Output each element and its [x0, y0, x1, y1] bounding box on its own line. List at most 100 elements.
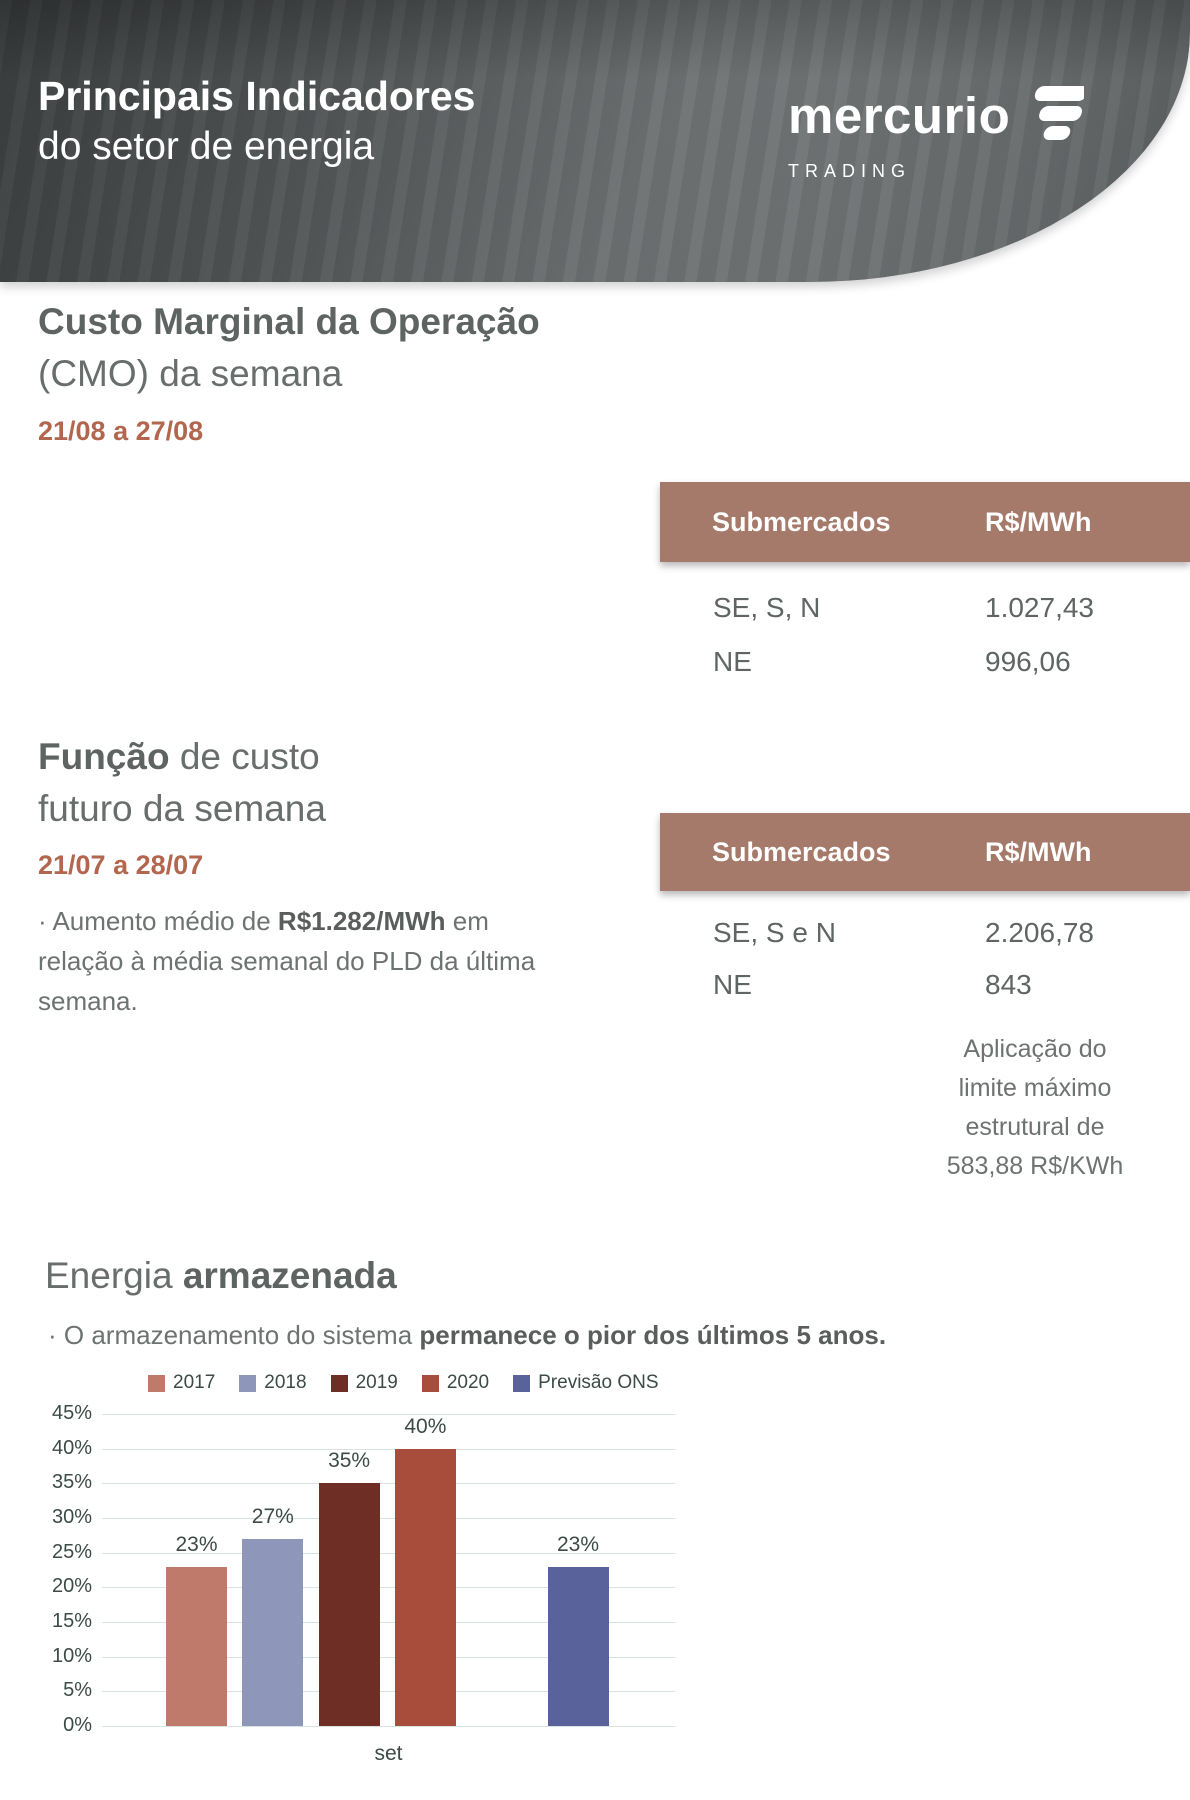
legend-item-Previsão ONS: Previsão ONS: [513, 1372, 659, 1394]
chart-legend: 2017 2018 2019 2020 Previsão ONS: [148, 1372, 659, 1394]
note-line: 583,88 R$/KWh: [946, 1152, 1124, 1180]
y-axis-tick: 20%: [51, 1575, 92, 1598]
cmo-row1-submercado: SE, S, N: [713, 592, 821, 623]
legend-item-2018: 2018: [239, 1372, 307, 1394]
energia-armazenada-chart: 2017 2018 2019 2020 Previsão ONS 0% 5% 10% 15% 2…: [40, 1372, 760, 1797]
cmo-period: 21/08 a 27/08: [38, 416, 204, 446]
page-title-line1: Principais Indicadores: [38, 73, 476, 119]
brand-logo: mercurio TRADING: [788, 86, 1088, 182]
page-title-line2: do setor de energia: [38, 125, 375, 169]
legend-label: 2017: [173, 1372, 216, 1393]
legend-swatch-icon: [148, 1374, 165, 1392]
energia-bullet: · O armazenamento do sistema permanece o…: [48, 1315, 1158, 1355]
gridline: [102, 1483, 675, 1485]
cmo-row2-submercado: NE: [713, 646, 752, 677]
legend-swatch-icon: [421, 1374, 439, 1392]
page-title: Principais Indicadores do setor de energ…: [38, 70, 476, 172]
dam-photo-background: [0, 0, 1190, 282]
cmo-title-rest: (CMO) da semana: [38, 353, 343, 394]
y-axis-tick: 40%: [51, 1436, 92, 1459]
gridline: [102, 1726, 675, 1727]
table-row: NE 996,06: [660, 646, 1190, 678]
y-axis-tick: 30%: [51, 1506, 92, 1528]
bar-2018: [242, 1538, 304, 1726]
funcao-period: 21/07 a 28/07: [38, 850, 204, 880]
legend-label: 2020: [446, 1372, 490, 1393]
funcao-bullet-bold: R$1.282/MWh: [277, 906, 446, 936]
legend-item-2017: 2017: [148, 1372, 215, 1394]
bar-value-label: 23%: [175, 1532, 218, 1556]
funcao-title-rest: de custo: [169, 736, 320, 777]
bar-2017: [166, 1566, 227, 1726]
funcao-row1-valor: 2.206,78: [985, 917, 1094, 948]
cmo-table-header: Submercados R$/MWh: [660, 482, 1190, 562]
bar-value-label: 23%: [556, 1532, 600, 1556]
energia-title-regular: Energia: [45, 1255, 183, 1296]
legend-swatch-icon: [239, 1374, 257, 1392]
table-row: NE 843: [660, 969, 1190, 1001]
gridline: [102, 1518, 675, 1519]
legend-label: 2019: [355, 1372, 398, 1393]
gridline: [102, 1552, 675, 1554]
funcao-title-line1: Função de custo: [38, 731, 326, 783]
y-axis-tick: 10%: [51, 1644, 92, 1667]
gridline: [102, 1414, 675, 1415]
funcao-bullet-prefix: · Aumento médio de: [38, 906, 278, 936]
gridline: [102, 1691, 675, 1693]
gridline: [102, 1587, 675, 1589]
brand-name: mercurio: [788, 87, 1011, 144]
gridline: [102, 1448, 675, 1450]
funcao-bullet-suffix: em relação à média semanal do PLD da últ…: [38, 906, 536, 1016]
table-row: SE, S, N 1.027,43: [660, 592, 1190, 624]
cmo-section-title: Custo Marginal da Operação (CMO) da sema…: [38, 296, 540, 400]
gridline: [102, 1656, 675, 1658]
y-axis-tick: 25%: [51, 1540, 92, 1563]
energia-bullet-prefix: · O armazenamento do sistema: [48, 1320, 420, 1350]
legend-label: Previsão ONS: [538, 1372, 659, 1393]
cmo-title-bold: Custo Marginal da Operação: [38, 301, 540, 342]
y-axis-tick: 15%: [51, 1610, 92, 1632]
funcao-title-bold: Função: [38, 736, 170, 777]
mercurio-flag-icon: [1022, 84, 1088, 149]
bar-2020: [394, 1448, 456, 1726]
note-line: estrutural de: [965, 1113, 1105, 1141]
x-axis-label: set: [374, 1742, 403, 1765]
cmo-row2-valor: 996,06: [985, 646, 1071, 677]
funcao-title-line2: futuro da semana: [38, 788, 326, 829]
funcao-section-title: Função de custo futuro da semana: [38, 731, 326, 835]
bar-value-label: 35%: [328, 1449, 371, 1473]
legend-item-2019: 2019: [330, 1372, 398, 1394]
brand-subtitle: TRADING: [788, 161, 911, 181]
gridline: [102, 1622, 675, 1623]
bar-value-label: 27%: [251, 1504, 294, 1528]
y-axis-tick: 0%: [63, 1714, 92, 1736]
funcao-table-header: Submercados R$/MWh: [660, 813, 1190, 891]
funcao-row1-submercado: SE, S e N: [713, 917, 836, 948]
bar-value-label: 40%: [404, 1414, 447, 1438]
funcao-col-valor: R$/MWh: [985, 836, 1092, 867]
cmo-col-valor: R$/MWh: [985, 506, 1092, 537]
limite-note: Aplicação do limite máximo estrutural de…: [905, 1030, 1165, 1186]
bar-2019: [318, 1483, 380, 1726]
bar-Previsão ONS: [547, 1566, 609, 1726]
chart-plot-area: 0% 5% 10% 15% 20% 25% 30% 35% 40% 45% 23% 27% 35% 40%…: [52, 1402, 675, 1736]
note-line: Aplicação do: [963, 1035, 1107, 1063]
energia-bullet-bold: permanece o pior dos últimos 5 anos.: [419, 1320, 887, 1350]
legend-swatch-icon: [330, 1374, 348, 1392]
hero-shade-overlay: [0, 0, 1190, 282]
funcao-row2-submercado: NE: [713, 969, 752, 1000]
y-axis-tick: 35%: [51, 1471, 92, 1494]
cmo-col-submercados: Submercados: [712, 506, 891, 537]
y-axis-tick: 5%: [63, 1679, 92, 1702]
hero-header: Principais Indicadores do setor de energ…: [0, 0, 1190, 282]
energia-title-bold: armazenada: [182, 1255, 397, 1296]
legend-label: 2018: [264, 1372, 307, 1393]
table-row: SE, S e N 2.206,78: [660, 917, 1190, 949]
legend-swatch-icon: [513, 1374, 531, 1392]
cmo-row1-valor: 1.027,43: [985, 592, 1094, 623]
funcao-row2-valor: 843: [985, 969, 1032, 1000]
funcao-bullet: · Aumento médio de R$1.282/MWh em relaçã…: [38, 901, 543, 1021]
legend-item-2020: 2020: [421, 1372, 490, 1394]
y-axis-tick: 45%: [51, 1402, 92, 1424]
